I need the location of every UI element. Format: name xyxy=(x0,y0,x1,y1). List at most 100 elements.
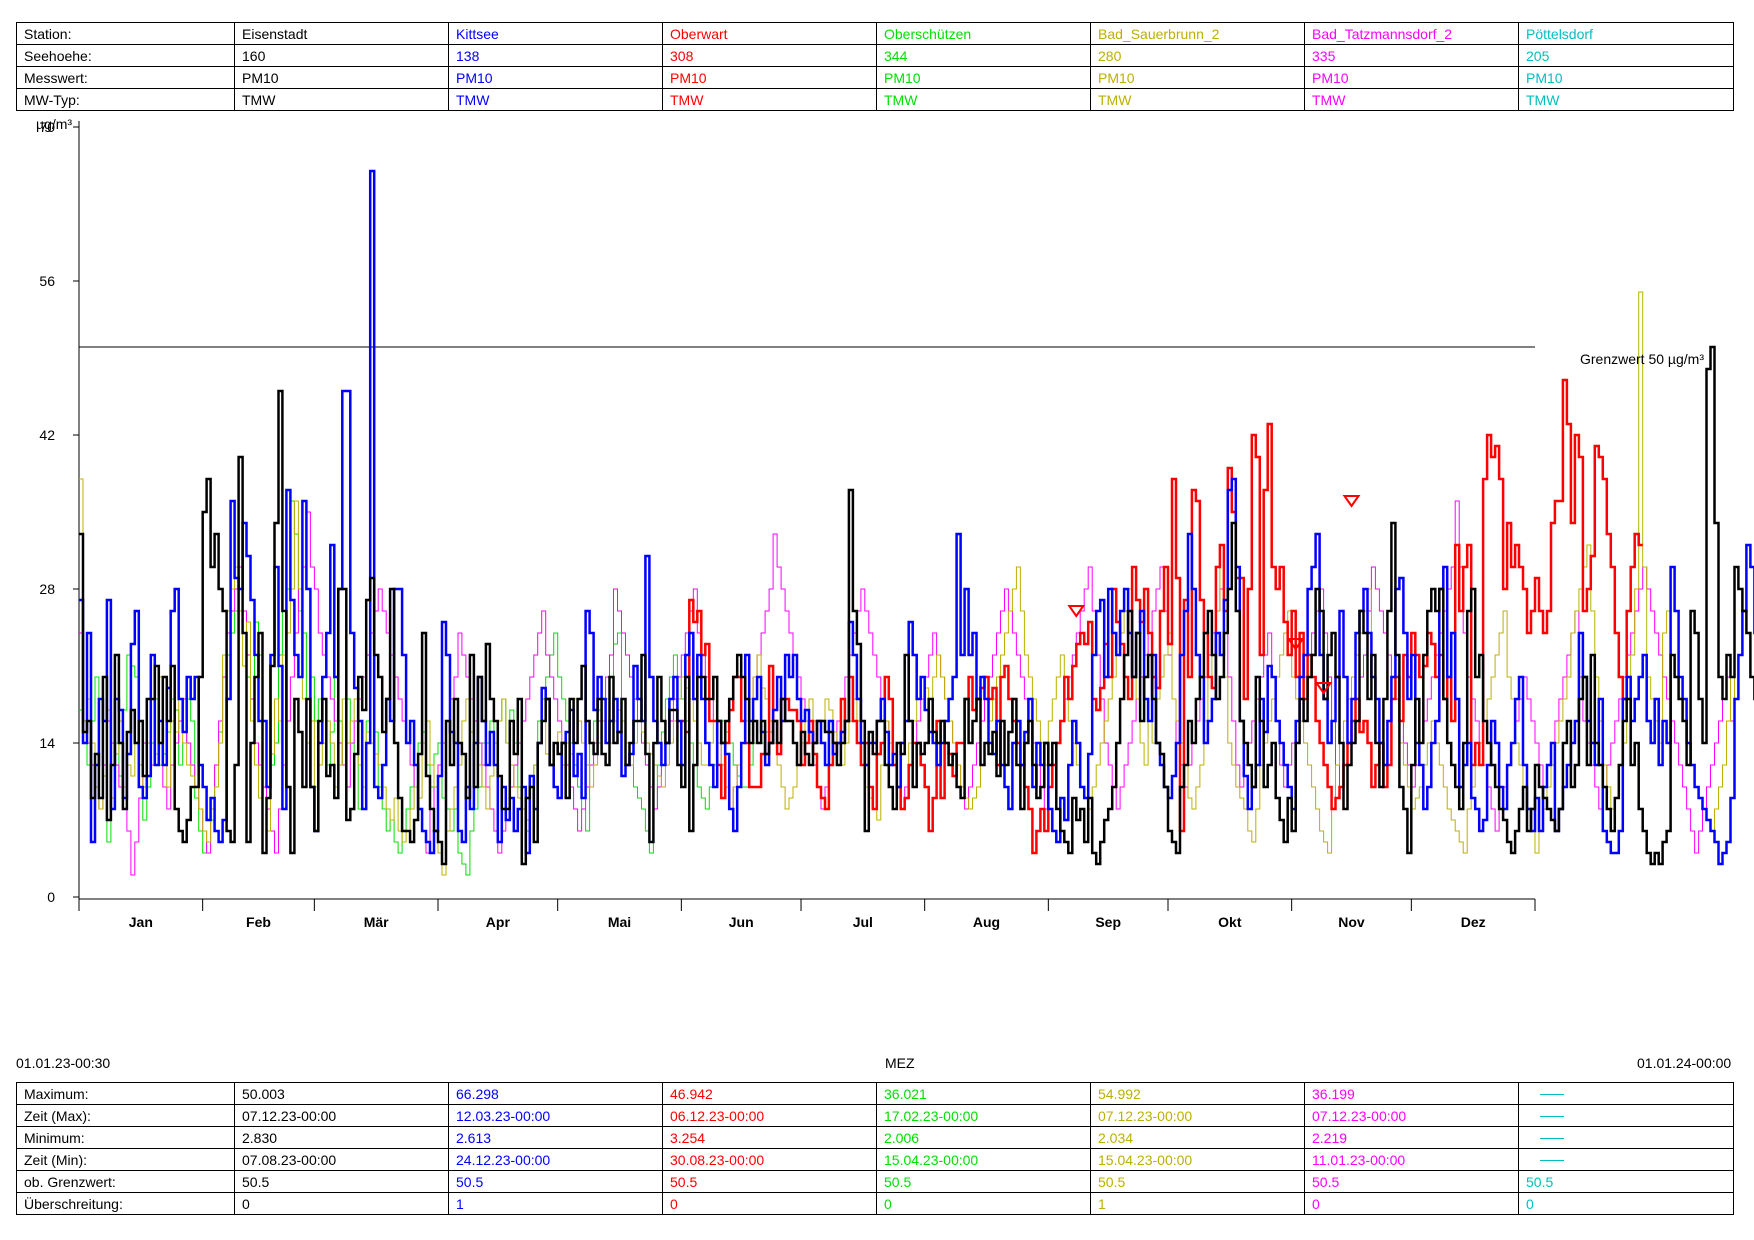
station-info-row: Seehoehe: 160 138 308 344 280 335 205 xyxy=(16,44,1734,67)
station-info-row: MW-Typ: TMW TMW TMW TMW TMW TMW TMW xyxy=(16,88,1734,111)
stats-cell: 50.5 xyxy=(1304,1170,1519,1193)
stats-row-label: ob. Grenzwert: xyxy=(16,1170,235,1193)
series-marker xyxy=(1067,605,1086,618)
stats-cell: 06.12.23-00:00 xyxy=(662,1104,877,1127)
y-tick-label: 70 xyxy=(39,119,55,135)
station-info-cell: Bad_Sauerbrunn_2 xyxy=(1090,22,1305,45)
no-data-dash xyxy=(1540,1160,1564,1162)
stats-cell xyxy=(1518,1104,1734,1127)
no-data-dash xyxy=(1540,1116,1564,1118)
stats-cell: 0 xyxy=(876,1192,1091,1215)
stats-cell: 50.5 xyxy=(1518,1170,1734,1193)
stats-row-label: Maximum: xyxy=(16,1082,235,1105)
stats-cell: 50.5 xyxy=(234,1170,449,1193)
series-line-eisenstadt xyxy=(79,345,1754,866)
stats-row: Maximum: 50.003 66.298 46.942 36.021 54.992 36… xyxy=(16,1082,1734,1105)
stats-cell: 07.08.23-00:00 xyxy=(234,1148,449,1171)
stats-cell: 36.199 xyxy=(1304,1082,1519,1105)
station-info-row-label: Messwert: xyxy=(16,66,235,89)
stats-row: Überschreitung: 0 1 0 0 1 0 0 xyxy=(16,1192,1734,1215)
x-month-label: Dez xyxy=(1461,914,1486,930)
y-tick-label: 14 xyxy=(39,735,55,751)
limit-label: Grenzwert 50 µg/m³ xyxy=(1580,351,1704,367)
stats-cell: 2.613 xyxy=(448,1126,663,1149)
stats-cell: 15.04.23-00:00 xyxy=(876,1148,1091,1171)
station-info-cell: PM10 xyxy=(234,66,449,89)
stats-row-label: Überschreitung: xyxy=(16,1192,235,1215)
x-month-label: Jun xyxy=(729,914,754,930)
stats-cell xyxy=(1518,1082,1734,1105)
stats-cell: 2.034 xyxy=(1090,1126,1305,1149)
stats-cell: 07.12.23-00:00 xyxy=(1090,1104,1305,1127)
stats-row: Minimum: 2.830 2.613 3.254 2.006 2.034 2.219 xyxy=(16,1126,1734,1149)
y-tick-label: 56 xyxy=(39,273,55,289)
station-info-cell: TMW xyxy=(448,88,663,111)
x-month-label: Jul xyxy=(853,914,873,930)
stats-cell: 36.021 xyxy=(876,1082,1091,1105)
x-end-label: 01.01.24-00:00 xyxy=(1637,1055,1732,1071)
series-marker xyxy=(1342,495,1361,508)
stats-cell: 2.830 xyxy=(234,1126,449,1149)
stats-row: Zeit (Min): 07.08.23-00:00 24.12.23-00:00 3… xyxy=(16,1148,1734,1171)
stats-cell: 30.08.23-00:00 xyxy=(662,1148,877,1171)
stats-cell: 07.12.23-00:00 xyxy=(1304,1104,1519,1127)
stats-cell: 11.01.23-00:00 xyxy=(1304,1148,1519,1171)
stats-cell: 0 xyxy=(1518,1192,1734,1215)
station-info-cell: TMW xyxy=(1518,88,1734,111)
x-start-label: 01.01.23-00:30 xyxy=(16,1055,111,1071)
series-marker xyxy=(1314,682,1333,695)
y-tick-label: 28 xyxy=(39,581,55,597)
stats-cell: 2.006 xyxy=(876,1126,1091,1149)
no-data-dash xyxy=(1540,1094,1564,1096)
y-tick-label: 42 xyxy=(39,427,55,443)
series-line-oberwart xyxy=(681,378,1643,855)
stats-row-label: Zeit (Min): xyxy=(16,1148,235,1171)
stats-cell: 0 xyxy=(234,1192,449,1215)
x-month-label: Nov xyxy=(1338,914,1365,930)
stats-cell: 0 xyxy=(662,1192,877,1215)
stats-cell: 46.942 xyxy=(662,1082,877,1105)
x-month-label: Sep xyxy=(1095,914,1121,930)
station-info-row: Messwert: PM10 PM10 PM10 PM10 PM10 PM10 PM10 xyxy=(16,66,1734,89)
stats-cell: 50.5 xyxy=(448,1170,663,1193)
no-data-dash xyxy=(1540,1138,1564,1140)
stats-cell: 17.02.23-00:00 xyxy=(876,1104,1091,1127)
x-month-label: Mai xyxy=(608,914,631,930)
station-info-cell: PM10 xyxy=(662,66,877,89)
station-info-row: Station: Eisenstadt Kittsee Oberwart Obersch… xyxy=(16,22,1734,45)
stats-cell: 3.254 xyxy=(662,1126,877,1149)
station-info-row-label: MW-Typ: xyxy=(16,88,235,111)
x-month-label: Aug xyxy=(973,914,1000,930)
stats-row: Zeit (Max): 07.12.23-00:00 12.03.23-00:00 0… xyxy=(16,1104,1734,1127)
stats-cell: 12.03.23-00:00 xyxy=(448,1104,663,1127)
station-info-cell: TMW xyxy=(1304,88,1519,111)
stats-cell: 50.5 xyxy=(876,1170,1091,1193)
stats-cell: 50.003 xyxy=(234,1082,449,1105)
stats-cell: 66.298 xyxy=(448,1082,663,1105)
y-axis-unit: µg/m³ xyxy=(36,116,73,132)
stats-cell: 1 xyxy=(1090,1192,1305,1215)
series-marker xyxy=(1286,638,1305,651)
statistics-table: Maximum: 50.003 66.298 46.942 36.021 54.992 36… xyxy=(16,1082,1734,1215)
x-month-label: Feb xyxy=(246,914,271,930)
series-line-kittsee xyxy=(79,169,1754,866)
stats-cell xyxy=(1518,1126,1734,1149)
station-info-cell: TMW xyxy=(662,88,877,111)
station-info-table: Station: Eisenstadt Kittsee Oberwart Obersch… xyxy=(16,22,1734,111)
stats-cell: 2.219 xyxy=(1304,1126,1519,1149)
stats-cell: 07.12.23-00:00 xyxy=(234,1104,449,1127)
x-month-label: Apr xyxy=(486,914,511,930)
y-tick-label: 0 xyxy=(47,889,55,905)
stats-cell: 54.992 xyxy=(1090,1082,1305,1105)
station-info-cell: TMW xyxy=(234,88,449,111)
station-info-cell: TMW xyxy=(876,88,1091,111)
series-line-bad-tatzmannsdorf-2 xyxy=(79,500,1735,876)
stats-cell: 0 xyxy=(1304,1192,1519,1215)
stats-cell: 50.5 xyxy=(662,1170,877,1193)
x-month-label: Jan xyxy=(129,914,153,930)
stats-row-label: Minimum: xyxy=(16,1126,235,1149)
stats-row-label: Zeit (Max): xyxy=(16,1104,235,1127)
stats-cell: 15.04.23-00:00 xyxy=(1090,1148,1305,1171)
stats-cell: 24.12.23-00:00 xyxy=(448,1148,663,1171)
